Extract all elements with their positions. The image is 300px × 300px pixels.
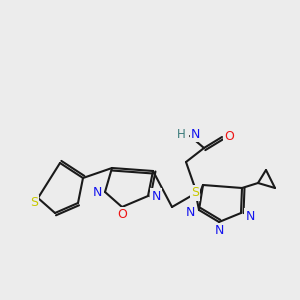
Text: S: S [30, 196, 38, 209]
Text: H: H [177, 128, 185, 140]
Text: N: N [185, 206, 195, 220]
Text: S: S [191, 187, 199, 200]
Text: N: N [214, 224, 224, 238]
Text: O: O [224, 130, 234, 143]
Text: N: N [151, 190, 161, 202]
Text: N: N [191, 128, 200, 140]
Text: N: N [92, 185, 102, 199]
Text: N: N [245, 209, 255, 223]
Text: O: O [117, 208, 127, 221]
